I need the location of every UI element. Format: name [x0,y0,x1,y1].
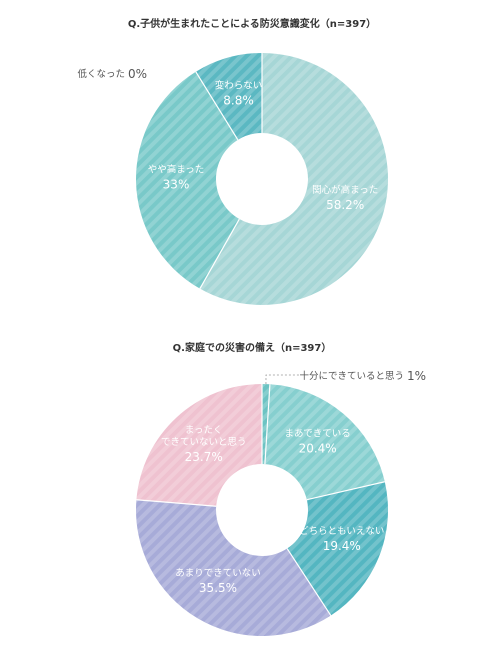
chart-2-slice-4-texture [136,384,262,507]
chart-1-title: Q.子供が生まれたことによる防災意識変化（n=397） [128,17,376,30]
chart-1-slice-2-separator [195,71,239,141]
chart-2-slice-0-texture [262,384,270,465]
chart-1-slice-0-texture [199,53,388,305]
chart-2-slice-1-texture [264,384,385,500]
chart-1-slice-1-separator [199,218,240,289]
chart-2-slice-0-label: 十分にできていると思う [299,370,404,382]
chart-2-slice-4-label: まったく [185,425,223,436]
chart-1-slice-2-value: 8.8% [223,93,254,107]
chart-1-slice-1-value: 33% [163,178,190,192]
chart-1-slice-3-label: 低くなった [77,68,125,80]
chart-2-title: Q.家庭での災害の備え（n=397） [173,341,332,354]
chart-1-slice-2-texture [195,53,262,140]
chart-1-slice-2-label: 変わらない [215,79,263,91]
chart-2-slice-4-separator [136,499,217,507]
chart-1-slice-1-label: やや高まった [148,164,205,176]
chart-2-slice-0-leader [265,374,300,385]
chart-2-slice-3-separator [286,548,332,616]
chart-2-slice-1-value: 20.4% [299,441,337,455]
chart-1-slice-3-value: 0% [128,67,147,81]
chart-1-slice-0-label: 関心が高まった [312,184,378,196]
chart-2-slice-3-texture [136,499,331,636]
chart-2-slice-4-value: 23.7% [185,450,223,464]
chart-2-slice-3-value: 35.5% [199,581,237,595]
chart-2-slice-2-value: 19.4% [323,539,361,553]
chart-2-slice-2-texture [287,481,388,616]
chart-2-slice-3-label: あまりできていない [175,568,261,579]
chart-2-slice-1-label: まあできている [284,428,350,439]
chart-2-slice-2-separator [306,481,385,501]
chart-2-slice-1-separator [264,384,271,465]
chart-1-slice-0-value: 58.2% [326,198,364,212]
chart-2-slice-4-label: できていないと思う [161,437,247,448]
chart-2-slice-0-value: 1% [407,369,426,383]
chart-1-slice-1-texture [135,71,240,289]
chart-1-donut: 関心が高まった 58.2% やや高まった 33% 変わらない 8.8% 低くなった 0% [77,53,388,305]
chart-2-slice-2-label: どちらともいえない [299,526,384,537]
chart-2-donut: まあできている 20.4% どちらともいえない 19.4% あまりできていない 35.5%… [136,369,426,636]
